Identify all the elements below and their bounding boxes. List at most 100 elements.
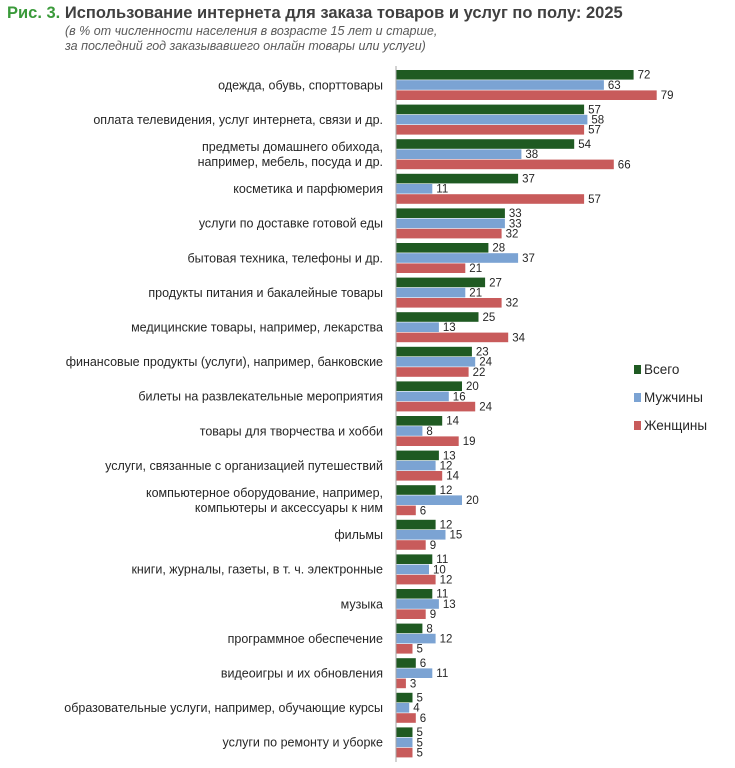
data-label: 8 — [426, 623, 432, 635]
bar-men — [396, 633, 436, 644]
bar-women — [396, 713, 416, 723]
legend-label: Всего — [644, 362, 679, 377]
category-label: бытовая техника, телефоны и др. — [187, 251, 383, 265]
category-label: билеты на развлекательные мероприятия — [138, 390, 383, 404]
category-label: медицинские товары, например, лекарства — [131, 321, 383, 335]
data-label: 5 — [417, 644, 423, 656]
bar-men — [396, 114, 588, 125]
legend-label: Мужчины — [644, 390, 703, 405]
data-label: 12 — [440, 485, 453, 497]
data-label: 14 — [446, 416, 459, 428]
category-label: видеоигры и их обновления — [221, 667, 383, 681]
bar-women — [396, 609, 426, 619]
bar-men — [396, 322, 439, 332]
bar-men — [396, 737, 413, 748]
data-label: 10 — [433, 564, 446, 576]
data-label: 12 — [440, 575, 453, 587]
data-label: 58 — [591, 115, 604, 127]
category-label: товары для творчества и хобби — [200, 424, 383, 438]
data-label: 22 — [473, 367, 486, 379]
bar-women — [396, 540, 426, 550]
data-label: 6 — [420, 658, 426, 670]
data-label: 25 — [483, 312, 496, 324]
bar-women — [396, 263, 466, 273]
data-label: 16 — [453, 391, 466, 403]
chart-title: Рис. 3. Использование интернета для зака… — [7, 4, 623, 23]
data-label: 79 — [661, 90, 674, 102]
bar-men — [396, 357, 476, 367]
bar-total — [396, 519, 436, 530]
bar-men — [396, 253, 519, 263]
data-label: 54 — [578, 139, 591, 151]
category-label: программное обеспечение — [228, 632, 383, 646]
subtitle-line: за последний год заказывавшего онлайн то… — [65, 39, 426, 53]
bar-men — [396, 287, 466, 298]
data-label: 15 — [450, 530, 463, 542]
bar-women — [396, 678, 406, 689]
bar-women — [396, 298, 502, 308]
data-label: 13 — [443, 322, 456, 334]
data-label: 66 — [618, 159, 631, 171]
data-label: 23 — [476, 347, 489, 359]
category-label: финансовые продукты (услуги), например, … — [66, 355, 383, 369]
bar-total — [396, 450, 439, 461]
data-label: 57 — [588, 194, 601, 206]
data-label: 6 — [420, 505, 426, 517]
category-label: продукты питания и бакалейные товары — [148, 286, 383, 300]
data-label: 27 — [489, 277, 502, 289]
bar-women — [396, 471, 443, 481]
bar-women — [396, 436, 459, 446]
bar-men — [396, 218, 505, 229]
bar-total — [396, 70, 634, 80]
category-label: образовательные услуги, например, обучаю… — [64, 701, 383, 715]
category-label: услуги по ремонту и уборке — [222, 736, 383, 750]
data-label: 12 — [440, 634, 453, 646]
bar-women — [396, 159, 614, 170]
data-label: 72 — [638, 70, 651, 82]
bar-total — [396, 139, 575, 149]
bar-men — [396, 530, 446, 540]
bar-total — [396, 589, 433, 599]
data-label: 5 — [417, 748, 423, 760]
data-label: 9 — [430, 540, 436, 552]
data-label: 3 — [410, 678, 416, 690]
data-label: 11 — [436, 554, 448, 566]
category-label: одежда, обувь, спорттовары — [218, 78, 383, 92]
bar-men — [396, 564, 429, 575]
data-label: 11 — [436, 589, 448, 601]
bar-women — [396, 125, 585, 135]
bar-men — [396, 668, 433, 678]
data-label: 5 — [417, 693, 423, 705]
data-label: 11 — [436, 668, 448, 680]
data-label: 32 — [506, 298, 519, 310]
category-label: музыка — [341, 597, 383, 611]
bar-total — [396, 243, 489, 253]
bar-total — [396, 692, 413, 703]
bar-women — [396, 401, 476, 412]
data-label: 12 — [440, 520, 453, 532]
bar-total — [396, 381, 462, 391]
bar-men — [396, 80, 604, 90]
data-label: 9 — [430, 609, 436, 621]
bar-total — [396, 485, 436, 495]
bar-men — [396, 460, 436, 471]
bar-total — [396, 658, 416, 668]
data-label: 5 — [417, 737, 423, 749]
bar-total — [396, 208, 505, 218]
data-label: 14 — [446, 471, 459, 483]
data-label: 11 — [436, 184, 448, 196]
bar-women — [396, 194, 585, 204]
bar-women — [396, 332, 509, 343]
bar-total — [396, 277, 486, 288]
data-label: 21 — [469, 288, 482, 300]
data-label: 12 — [440, 461, 453, 473]
category-label: оплата телевидения, услуг интернета, свя… — [93, 113, 383, 127]
bar-women — [396, 747, 413, 758]
bar-total — [396, 173, 519, 184]
bar-men — [396, 703, 410, 713]
bar-men — [396, 149, 522, 159]
category-label: фильмы — [334, 528, 383, 542]
bar-women — [396, 228, 502, 239]
data-label: 33 — [509, 218, 522, 230]
